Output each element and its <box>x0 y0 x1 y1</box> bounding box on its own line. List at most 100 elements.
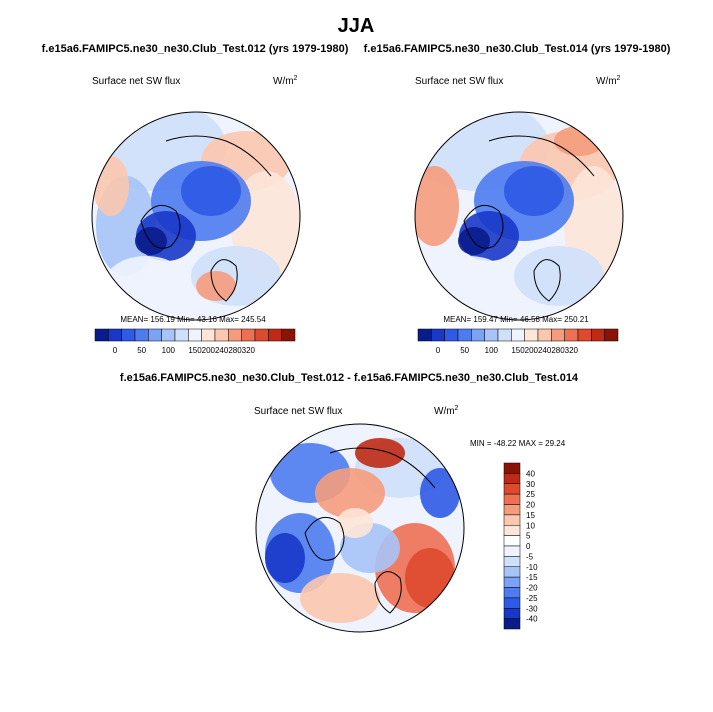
colorbar-tick-label: 280 <box>551 346 565 355</box>
colorbar-swatch <box>503 556 521 567</box>
colorbar-tick-label: 0 <box>526 542 531 551</box>
colorbar-tick-label: -20 <box>526 584 538 593</box>
colorbar-swatch <box>604 328 619 342</box>
colorbar-swatch <box>503 483 521 495</box>
panel3-title: f.e15a6.FAMIPC5.ne30_ne30.Club_Test.012 … <box>120 372 579 384</box>
colorbar-swatch <box>551 328 565 342</box>
colorbar-swatch <box>457 328 472 342</box>
colorbar-swatch <box>503 618 521 630</box>
colorbar-swatch <box>417 328 432 342</box>
colorbar-swatch <box>444 328 459 342</box>
field-patch <box>265 533 305 583</box>
colorbar-swatch <box>503 576 521 588</box>
colorbar-swatch <box>254 328 269 342</box>
field-patch <box>196 271 236 301</box>
colorbar-tick-label: -40 <box>526 615 538 624</box>
colorbar-tick-label: 30 <box>526 480 535 489</box>
colorbar-tick-label: -5 <box>526 552 534 561</box>
panel3-variable: Surface net SW flux <box>254 406 342 417</box>
field-patch <box>514 246 604 306</box>
colorbar-swatch <box>121 328 136 342</box>
panel2-variable: Surface net SW flux <box>415 76 503 87</box>
colorbar-tick-label: 240 <box>215 346 229 355</box>
panel1-units: W/m2 <box>273 75 298 87</box>
colorbar-tick-label: 100 <box>485 346 499 355</box>
colorbar-tick-label: 200 <box>525 346 539 355</box>
colorbar-swatch <box>108 328 122 342</box>
colorbar-tick-label: 200 <box>202 346 216 355</box>
coastline-greenland <box>463 204 504 249</box>
colorbar-swatch <box>503 545 521 557</box>
field-patch <box>504 166 564 216</box>
field-patch <box>135 227 167 255</box>
colorbar-swatch <box>268 328 282 342</box>
field-patch <box>429 256 509 306</box>
field-patch <box>300 573 380 623</box>
field-layer <box>92 112 300 320</box>
colorbar-swatch <box>577 328 592 342</box>
colorbar-swatch <box>503 514 521 526</box>
colorbar-swatch <box>484 328 499 342</box>
colorbar-swatch <box>228 328 242 342</box>
colorbar-swatch <box>503 597 521 609</box>
colorbar-tick-label: 40 <box>526 469 535 478</box>
figure-title: JJA <box>338 15 375 37</box>
panel1-map <box>91 111 301 321</box>
colorbar-tick-label: 150 <box>511 346 525 355</box>
colorbar-swatch <box>503 493 521 505</box>
colorbar-swatch <box>511 328 525 342</box>
colorbar-tick-label: 10 <box>526 521 535 530</box>
field-patch <box>405 548 455 608</box>
coastline-arctic <box>165 135 272 177</box>
colorbar-tick-label: 5 <box>526 532 531 541</box>
field-layer <box>415 112 623 320</box>
colorbar-tick-label: -10 <box>526 563 538 572</box>
field-patch <box>106 256 186 306</box>
colorbar-tick-label: 15 <box>526 511 535 520</box>
colorbar-tick-label: -30 <box>526 604 538 613</box>
field-patch <box>415 166 459 246</box>
colorbar-swatch <box>503 473 521 484</box>
colorbar-swatch <box>564 328 579 342</box>
colorbar-swatch <box>524 328 539 342</box>
field-patch <box>458 227 490 255</box>
colorbar-swatch <box>201 328 216 342</box>
coastline-greenland <box>140 204 181 249</box>
panel3-units: W/m2 <box>434 405 459 417</box>
colorbar-tick-label: 25 <box>526 490 535 499</box>
coastline-scandinavia <box>374 571 402 614</box>
coastline-arctic <box>329 447 436 489</box>
colorbar-tick-label: 50 <box>137 346 146 355</box>
colorbar-tick-label: 100 <box>162 346 176 355</box>
field-patch <box>181 166 241 216</box>
colorbar-swatch <box>471 328 485 342</box>
colorbar-swatch <box>134 328 149 342</box>
colorbar-swatch <box>214 328 229 342</box>
field-patch <box>355 438 405 468</box>
panel1-title: f.e15a6.FAMIPC5.ne30_ne30.Club_Test.012 … <box>42 43 349 55</box>
panel2-map <box>414 111 624 321</box>
colorbar-swatch <box>497 328 512 342</box>
panel3-map <box>255 423 465 633</box>
coastline-scandinavia <box>210 259 238 302</box>
colorbar-swatch <box>161 328 176 342</box>
field-patch <box>337 508 373 538</box>
map-border <box>255 423 465 633</box>
colorbar-tick-label: 150 <box>188 346 202 355</box>
colorbar-swatch <box>503 525 521 536</box>
colorbar-tick-label: 20 <box>526 501 535 510</box>
colorbar-swatch <box>537 328 552 342</box>
panel2-units: W/m2 <box>596 75 621 87</box>
panel3-stats: MIN = -48.22 MAX = 29.24 <box>470 439 566 448</box>
colorbar-tick-label: -15 <box>526 573 538 582</box>
panel1-variable: Surface net SW flux <box>92 76 180 87</box>
colorbar-tick-label: 240 <box>538 346 552 355</box>
field-patch <box>420 468 460 518</box>
panel1-stats: MEAN= 156.19 Min= 43.16 Max= 245.54 <box>120 315 266 324</box>
map-border <box>414 111 624 321</box>
colorbar-swatch <box>431 328 445 342</box>
panel2-title: f.e15a6.FAMIPC5.ne30_ne30.Club_Test.014 … <box>364 43 671 55</box>
colorbar-tick-label: 0 <box>113 346 118 355</box>
colorbar-swatch <box>503 608 521 619</box>
colorbar-swatch <box>94 328 109 342</box>
